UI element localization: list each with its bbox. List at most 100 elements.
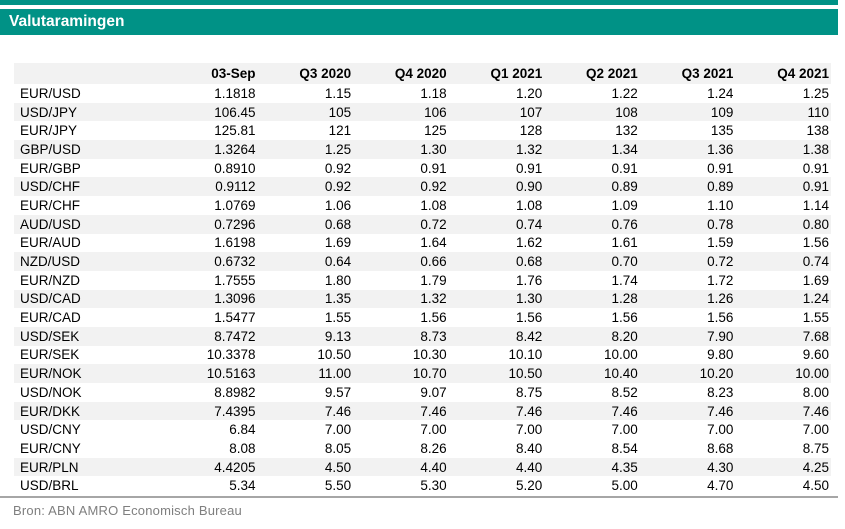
table-row: EUR/USD 1.1818 1.15 1.18 1.20 1.22 1.24 1.25 xyxy=(14,84,831,103)
rate-value: 0.78 xyxy=(707,216,734,232)
column-header: Q2 2021 xyxy=(586,66,638,81)
rate-value: 0.7296 xyxy=(214,216,256,232)
column-header: 03-Sep xyxy=(211,66,256,81)
column-header: Q1 2021 xyxy=(490,66,543,81)
rate-value: 1.7555 xyxy=(214,272,256,288)
rate-value: 0.68 xyxy=(324,216,352,232)
rate-value: 0.72 xyxy=(420,216,447,232)
currency-pair-label: EUR/JPY xyxy=(20,123,78,139)
currency-pair-label: EUR/SEK xyxy=(20,347,80,363)
rate-value: 0.91 xyxy=(515,160,543,176)
rate-value: 1.6198 xyxy=(214,235,256,251)
rate-value: 8.20 xyxy=(611,328,638,344)
currency-forecast-table: 03-Sep Q3 2020 Q4 2020 Q1 2021 Q2 2021 Q3 202… xyxy=(14,63,831,495)
rate-value: 4.35 xyxy=(611,459,638,475)
rate-value: 1.32 xyxy=(515,141,543,157)
rate-value: 10.70 xyxy=(412,366,447,382)
rate-value: 1.56 xyxy=(420,310,447,326)
rate-value: 1.38 xyxy=(802,141,829,157)
rate-value: 1.80 xyxy=(324,272,352,288)
rate-value: 0.90 xyxy=(515,179,543,195)
rate-value: 10.50 xyxy=(317,347,352,363)
rate-value: 0.6732 xyxy=(214,254,256,270)
rate-value: 0.76 xyxy=(611,216,638,232)
rate-value: 1.25 xyxy=(802,85,829,101)
rate-value: 5.00 xyxy=(611,478,638,494)
currency-pair-label: USD/CNY xyxy=(20,422,81,438)
rate-value: 0.91 xyxy=(420,160,447,176)
currency-pair-label: EUR/NOK xyxy=(20,366,82,382)
rate-value: 9.60 xyxy=(802,347,829,363)
rate-value: 7.00 xyxy=(707,422,734,438)
rate-value: 11.00 xyxy=(318,366,352,382)
rate-value: 10.5163 xyxy=(206,366,256,382)
rate-value: 7.00 xyxy=(515,422,543,438)
rate-value: 9.57 xyxy=(324,384,352,400)
rate-value: 7.00 xyxy=(420,422,447,438)
rate-value: 1.24 xyxy=(707,85,734,101)
rate-value: 1.1818 xyxy=(214,85,256,101)
rate-value: 1.62 xyxy=(515,235,543,251)
rate-value: 0.72 xyxy=(707,254,734,270)
table-row: EUR/CHF 1.0769 1.06 1.08 1.08 1.09 1.10 1.14 xyxy=(14,196,831,215)
rate-value: 4.50 xyxy=(324,459,352,475)
rate-value: 7.00 xyxy=(611,422,638,438)
rate-value: 7.46 xyxy=(515,403,543,419)
rate-value: 0.91 xyxy=(802,160,829,176)
table-row: EUR/GBP 0.8910 0.92 0.91 0.91 0.91 0.91 0.91 xyxy=(14,159,831,178)
rate-value: 138 xyxy=(806,123,829,139)
rate-value: 5.30 xyxy=(420,478,447,494)
rate-value: 132 xyxy=(615,123,638,139)
table-row: USD/NOK 8.8982 9.57 9.07 8.75 8.52 8.23 8.00 xyxy=(14,383,831,402)
column-header: Q3 2020 xyxy=(299,66,352,81)
rate-value: 5.20 xyxy=(515,478,543,494)
rate-value: 1.34 xyxy=(611,141,638,157)
rate-value: 1.30 xyxy=(515,291,543,307)
rate-value: 128 xyxy=(519,123,543,139)
rate-value: 1.72 xyxy=(707,272,734,288)
title-bar: Valutaramingen xyxy=(0,9,838,35)
rate-value: 4.40 xyxy=(515,459,543,475)
currency-pair-label: EUR/AUD xyxy=(20,235,81,251)
rate-value: 1.24 xyxy=(802,291,829,307)
table-row: EUR/NZD 1.7555 1.80 1.79 1.76 1.74 1.72 1.69 xyxy=(14,271,831,290)
rate-value: 10.00 xyxy=(795,366,829,382)
rate-value: 1.74 xyxy=(611,272,638,288)
forecast-table-container: 03-Sep Q3 2020 Q4 2020 Q1 2021 Q2 2021 Q3 202… xyxy=(14,63,831,495)
currency-pair-label: EUR/CAD xyxy=(20,310,81,326)
rate-value: 10.40 xyxy=(604,366,638,382)
rate-value: 7.46 xyxy=(707,403,734,419)
table-row: EUR/DKK 7.4395 7.46 7.46 7.46 7.46 7.46 7.46 xyxy=(14,401,831,421)
rate-value: 8.73 xyxy=(420,328,447,344)
page-title: Valutaramingen xyxy=(9,13,125,30)
table-row: USD/CNY 6.84 7.00 7.00 7.00 7.00 7.00 7.00 xyxy=(14,420,831,439)
currency-pair-label: USD/CAD xyxy=(20,291,81,307)
rate-value: 8.40 xyxy=(515,440,543,456)
table-header: 03-Sep Q3 2020 Q4 2020 Q1 2021 Q2 2021 Q3 202… xyxy=(14,63,831,84)
rate-value: 1.35 xyxy=(324,291,352,307)
rate-value: 0.68 xyxy=(515,254,543,270)
table-row: EUR/CAD 1.5477 1.55 1.56 1.56 1.56 1.56 1.55 xyxy=(14,308,831,327)
table-row: EUR/JPY 125.81 121 125 128 132 135 138 xyxy=(14,121,831,140)
rate-value: 0.92 xyxy=(324,179,352,195)
rate-value: 10.20 xyxy=(699,366,734,382)
currency-pair-label: EUR/CNY xyxy=(20,440,81,456)
rate-value: 4.70 xyxy=(707,478,734,494)
rate-value: 8.68 xyxy=(707,440,734,456)
table-row: NZD/USD 0.6732 0.64 0.66 0.68 0.70 0.72 0.74 xyxy=(14,252,831,271)
footer-divider xyxy=(0,496,838,498)
rate-value: 1.55 xyxy=(324,310,352,326)
rate-value: 1.14 xyxy=(802,197,829,213)
rate-value: 108 xyxy=(615,104,638,120)
rate-value: 7.00 xyxy=(802,422,829,438)
rate-value: 8.42 xyxy=(515,328,543,344)
table-row: EUR/PLN 4.4205 4.50 4.40 4.40 4.35 4.30 4.25 xyxy=(14,457,831,477)
table-row: USD/BRL 5.34 5.50 5.30 5.20 5.00 4.70 4.50 xyxy=(14,476,831,495)
rate-value: 1.56 xyxy=(611,310,638,326)
rate-value: 1.0769 xyxy=(214,197,256,213)
currency-pair-label: EUR/DKK xyxy=(20,403,81,419)
rate-value: 8.05 xyxy=(324,440,352,456)
currency-pair-label: NZD/USD xyxy=(20,254,80,270)
table-row: USD/JPY 106.45 105 106 107 108 109 110 xyxy=(14,102,831,122)
rate-value: 9.80 xyxy=(707,347,734,363)
